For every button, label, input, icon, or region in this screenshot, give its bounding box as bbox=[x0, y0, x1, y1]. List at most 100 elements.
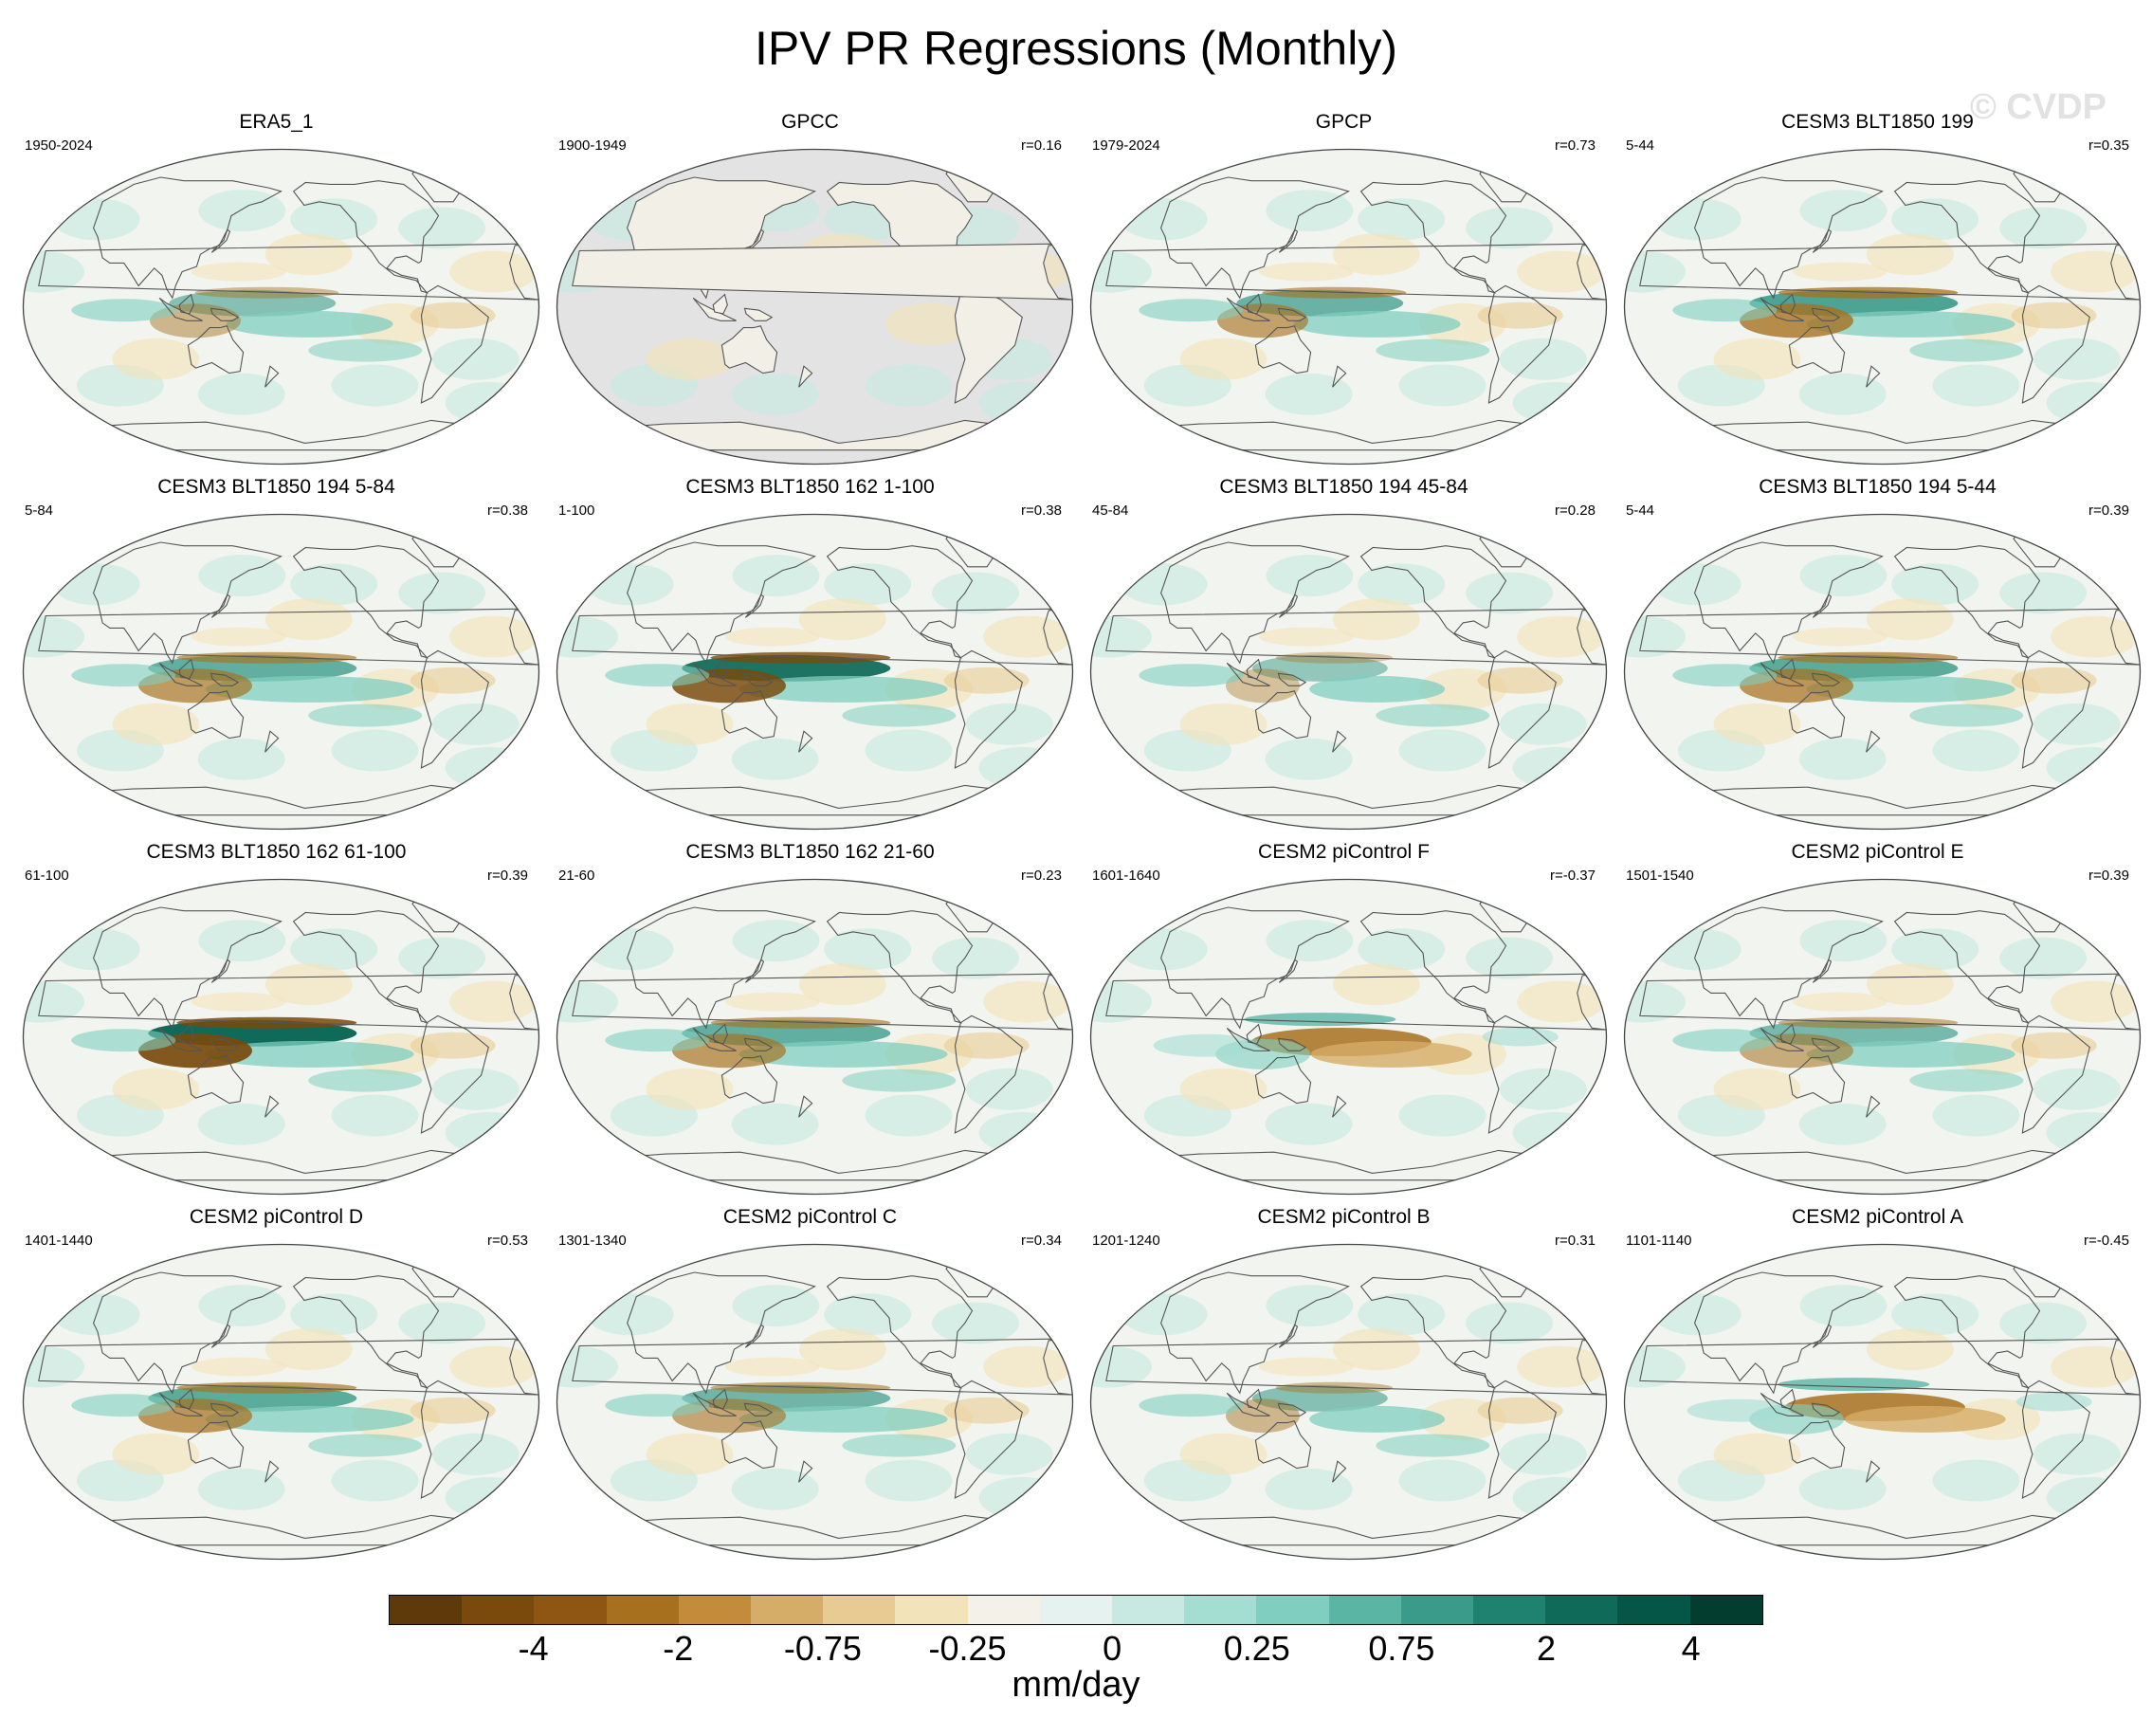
anomaly-blob bbox=[1999, 937, 2088, 979]
panel-correlation: r=-0.45 bbox=[2084, 1233, 2129, 1249]
coastline bbox=[1359, 545, 1507, 659]
globe-outline bbox=[1623, 1243, 2142, 1561]
anomaly-blob bbox=[1866, 233, 1954, 276]
map-svg bbox=[1623, 1243, 2142, 1561]
anomaly-blob bbox=[1891, 1293, 1979, 1336]
anomaly-blob bbox=[2015, 1392, 2092, 1412]
panel-correlation: r=0.38 bbox=[487, 503, 528, 519]
coastline bbox=[1694, 906, 1884, 1030]
anomaly-blob bbox=[290, 928, 378, 971]
anomaly-blob bbox=[1909, 1069, 2024, 1092]
anomaly-blob bbox=[2046, 1476, 2134, 1519]
anomaly-blob bbox=[1139, 664, 1244, 687]
coastline bbox=[1127, 1514, 1570, 1546]
map bbox=[1620, 860, 2144, 1206]
coastline bbox=[264, 1460, 280, 1483]
anomaly-blob bbox=[445, 381, 533, 424]
anomaly-blob bbox=[1932, 729, 2020, 772]
anomaly-blob bbox=[1265, 738, 1353, 780]
anomaly-blob bbox=[1265, 373, 1353, 415]
coastline bbox=[2021, 284, 2090, 404]
globe-outline bbox=[1089, 1243, 1608, 1561]
map-panel: CESM2 piControl D 1401-1440 r=0.53 bbox=[9, 1206, 543, 1571]
colorbar bbox=[389, 1595, 1763, 1625]
panel-grid: ERA5_1 1950-2024 GPCC 1900-1949 r=0.16 GPCP… bbox=[9, 111, 2144, 1571]
colorbar-tick-label: -2 bbox=[663, 1629, 694, 1668]
anomaly-blob bbox=[176, 1016, 357, 1029]
globe-outline bbox=[1089, 878, 1608, 1196]
coastline bbox=[60, 1149, 502, 1181]
anomaly-blob bbox=[932, 937, 1020, 979]
anomaly-blob bbox=[1512, 1111, 1600, 1154]
anomaly-blob bbox=[331, 1459, 419, 1502]
anomaly-blob bbox=[1477, 1397, 1563, 1424]
anomaly-blob bbox=[112, 1433, 200, 1475]
anomaly-blob bbox=[71, 664, 176, 687]
coastline bbox=[1811, 672, 1841, 686]
anomaly-blob bbox=[1517, 1345, 1605, 1388]
anomaly-blob bbox=[1090, 980, 1152, 1023]
colorbar-swatch bbox=[1328, 1596, 1401, 1624]
coastline bbox=[178, 1023, 194, 1045]
coastline bbox=[1127, 1149, 1570, 1181]
coastline bbox=[210, 1037, 240, 1051]
anomaly-blob bbox=[1778, 651, 1959, 664]
anomaly-blob bbox=[264, 1328, 353, 1371]
anomaly-blob bbox=[731, 1103, 819, 1145]
coastline bbox=[420, 1014, 489, 1134]
anomaly-blob bbox=[398, 572, 486, 614]
map bbox=[1620, 130, 2144, 476]
coastline bbox=[158, 297, 203, 321]
anomaly-blob bbox=[1090, 250, 1152, 293]
coastline bbox=[826, 910, 974, 1024]
anomaly-blob bbox=[1398, 1459, 1486, 1502]
coastline bbox=[1246, 658, 1262, 680]
map-svg bbox=[1089, 878, 1608, 1196]
coastline bbox=[744, 594, 765, 618]
coastline bbox=[187, 1420, 245, 1470]
anomaly-blob bbox=[191, 627, 286, 647]
anomaly-blob bbox=[398, 207, 486, 249]
coastline bbox=[420, 1380, 489, 1499]
anomaly-blob bbox=[308, 1434, 423, 1457]
coastline bbox=[1332, 1460, 1347, 1483]
coastline bbox=[720, 690, 778, 740]
colorbar-swatch bbox=[1617, 1596, 1690, 1624]
coastline bbox=[210, 959, 231, 983]
anomaly-blob bbox=[1517, 615, 1605, 658]
panel-correlation: r=0.23 bbox=[1021, 868, 1062, 884]
anomaly-blob bbox=[978, 746, 1067, 789]
anomaly-blob bbox=[2051, 250, 2139, 293]
colorbar-tick-label: 4 bbox=[1681, 1629, 1701, 1668]
coastline bbox=[826, 1275, 974, 1389]
coastline bbox=[954, 649, 1023, 769]
coastline bbox=[210, 672, 240, 686]
globe-outline bbox=[22, 148, 540, 466]
anomaly-blob bbox=[331, 729, 419, 772]
anomaly-blob bbox=[1806, 675, 2015, 703]
map-panel: CESM3 BLT1850 162 61-100 61-100 r=0.39 bbox=[9, 841, 543, 1206]
colorbar-tick-label: -4 bbox=[518, 1629, 549, 1668]
coastline bbox=[1246, 1023, 1262, 1045]
anomaly-blob bbox=[1293, 310, 1461, 338]
coastline bbox=[593, 419, 1036, 451]
anomaly-blob bbox=[724, 1357, 820, 1377]
coastline bbox=[627, 906, 816, 1030]
anomaly-blob bbox=[23, 1345, 84, 1388]
anomaly-blob bbox=[1798, 1468, 1887, 1510]
anomaly-blob bbox=[1517, 250, 1605, 293]
coastline bbox=[1694, 1271, 1884, 1395]
coastline bbox=[1812, 1324, 1833, 1348]
coastline bbox=[712, 658, 728, 680]
coastline bbox=[692, 1027, 737, 1051]
map-panel: CESM2 piControl B 1201-1240 r=0.31 bbox=[1077, 1206, 1611, 1571]
colorbar-tick-label: 0.75 bbox=[1368, 1629, 1435, 1668]
coastline bbox=[292, 545, 440, 659]
anomaly-blob bbox=[445, 1476, 533, 1519]
anomaly-blob bbox=[410, 1397, 496, 1424]
coastline bbox=[1811, 1037, 1841, 1051]
panel-period: 5-44 bbox=[1626, 137, 1655, 154]
coastline bbox=[178, 293, 194, 315]
panel-title: CESM3 BLT1850 194 5-84 bbox=[157, 476, 395, 498]
anomaly-blob bbox=[798, 598, 886, 641]
